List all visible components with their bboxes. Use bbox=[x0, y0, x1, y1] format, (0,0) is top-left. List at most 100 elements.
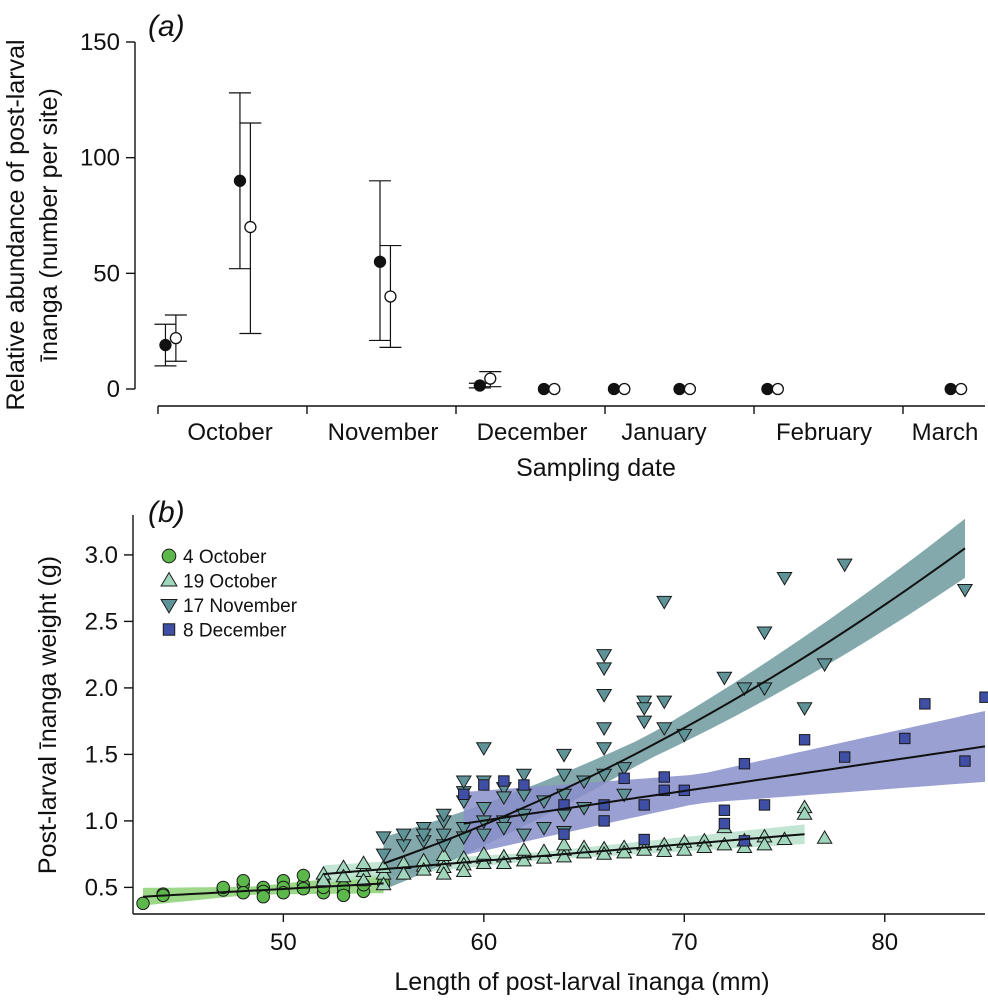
panel-a-month-label: March bbox=[912, 419, 979, 446]
point-17-november bbox=[636, 715, 653, 730]
point-19-october bbox=[616, 844, 633, 859]
panel-a-month-label: January bbox=[621, 419, 706, 446]
legend-marker-19-october bbox=[160, 571, 178, 587]
point-17-november bbox=[555, 768, 573, 783]
panel-a-point-filled bbox=[944, 382, 957, 396]
legend-label: 19 October bbox=[183, 572, 278, 593]
point-19-october bbox=[515, 852, 532, 867]
point-19-october bbox=[555, 848, 573, 863]
point-8-december bbox=[498, 775, 510, 787]
panel-b: (b) Post-larval īnanga weight (g) 0.5 1.0… bbox=[34, 496, 988, 996]
point-8-december bbox=[558, 828, 570, 840]
point-4-october bbox=[236, 886, 250, 900]
point-8-december bbox=[638, 799, 650, 811]
point-17-november bbox=[616, 762, 633, 776]
fit-line-4-october bbox=[142, 882, 384, 898]
panel-b-y-ticks: 0.5 1.0 1.5 2.0 2.5 3.0 bbox=[85, 542, 133, 901]
panel-a-point-open bbox=[954, 382, 968, 396]
panel-a-month-label: November bbox=[328, 419, 439, 446]
point-17-november bbox=[596, 742, 613, 756]
point-8-december bbox=[658, 771, 670, 783]
point-17-november bbox=[596, 689, 613, 703]
panel-a-point-open bbox=[771, 382, 784, 396]
panel-a-point-filled bbox=[537, 382, 551, 396]
legend-label: 17 November bbox=[183, 596, 298, 617]
point-19-october bbox=[435, 865, 452, 880]
point-19-october bbox=[696, 839, 713, 854]
panel-b-legend: 4 October 19 October 17 November 8 December bbox=[160, 547, 298, 642]
point-17-november bbox=[495, 822, 512, 836]
panel-a-point-open bbox=[244, 220, 257, 234]
panel-a-xlabel: Sampling date bbox=[516, 454, 676, 482]
point-17-november bbox=[415, 828, 432, 843]
panel-a-point-open bbox=[169, 331, 183, 345]
legend-marker-17-november bbox=[160, 598, 178, 614]
panel-b-xlabel: Length of post-larval īnanga (mm) bbox=[394, 968, 769, 996]
legend-label: 8 December bbox=[183, 621, 287, 642]
panel-b-fit-lines bbox=[142, 547, 986, 898]
band-8-december bbox=[463, 711, 985, 856]
panel-a-ylabel-line1: Relative abundance of post-larval bbox=[2, 39, 30, 410]
point-8-december bbox=[518, 779, 530, 791]
point-17-november bbox=[415, 822, 432, 836]
point-17-november bbox=[776, 571, 793, 586]
point-17-november bbox=[375, 848, 392, 863]
point-8-december bbox=[718, 817, 731, 830]
point-17-november bbox=[455, 775, 472, 790]
point-17-november bbox=[515, 768, 532, 783]
panel-a-month-label: December bbox=[477, 419, 588, 446]
point-17-november bbox=[636, 695, 653, 710]
point-17-november bbox=[435, 828, 452, 843]
panel-a-label: (a) bbox=[148, 10, 185, 43]
panel-b-y-tick-label: 1.0 bbox=[85, 808, 118, 835]
point-8-december bbox=[718, 804, 731, 816]
point-17-november bbox=[956, 583, 974, 598]
panel-a-point-filled bbox=[761, 382, 774, 396]
point-17-november bbox=[596, 649, 613, 663]
point-17-november bbox=[676, 728, 693, 743]
point-17-november bbox=[555, 748, 573, 763]
point-8-december bbox=[979, 691, 988, 703]
point-17-november bbox=[475, 802, 492, 816]
legend-marker-4-october bbox=[161, 548, 177, 564]
point-19-october bbox=[816, 830, 833, 844]
point-19-october bbox=[716, 836, 733, 851]
point-17-november bbox=[475, 828, 492, 843]
panel-a-point-filled bbox=[373, 255, 387, 268]
panel-b-y-tick-label: 3.0 bbox=[85, 542, 118, 569]
point-17-november bbox=[475, 742, 492, 756]
point-19-october bbox=[475, 845, 492, 860]
point-19-october bbox=[415, 861, 432, 876]
point-17-november bbox=[596, 662, 613, 677]
panel-a-month-label: February bbox=[776, 419, 872, 446]
point-17-november bbox=[596, 722, 613, 736]
point-17-november bbox=[656, 695, 673, 710]
legend-marker-8-december bbox=[162, 623, 176, 636]
point-19-october bbox=[676, 841, 693, 856]
point-17-november bbox=[836, 558, 853, 573]
point-19-october bbox=[355, 855, 372, 869]
panel-b-x-tick-label: 70 bbox=[671, 929, 698, 956]
point-17-november bbox=[375, 831, 392, 846]
panel-a-y-tick-label: 50 bbox=[93, 260, 120, 287]
panel-a-point-filled bbox=[607, 382, 621, 396]
point-17-november bbox=[455, 822, 472, 836]
panel-a-y-ticks: 0 50 100 150 bbox=[80, 29, 135, 403]
point-8-december bbox=[658, 784, 670, 797]
point-8-december bbox=[558, 799, 570, 811]
point-17-november bbox=[435, 808, 452, 823]
point-19-october bbox=[455, 863, 472, 877]
panel-a-ylabel-line2: īnanga (number per site) bbox=[35, 88, 63, 362]
point-19-october bbox=[776, 831, 793, 846]
point-19-october bbox=[495, 855, 512, 869]
point-19-october bbox=[555, 836, 573, 851]
panel-a-y-tick-label: 0 bbox=[107, 376, 120, 403]
point-8-december bbox=[758, 799, 771, 811]
panel-b-y-tick-label: 1.5 bbox=[85, 741, 118, 768]
panel-a-point-open bbox=[683, 382, 697, 396]
point-8-december bbox=[838, 751, 851, 763]
point-4-october bbox=[256, 890, 271, 904]
point-17-november bbox=[796, 702, 813, 717]
panel-a-point-filled bbox=[473, 379, 486, 392]
